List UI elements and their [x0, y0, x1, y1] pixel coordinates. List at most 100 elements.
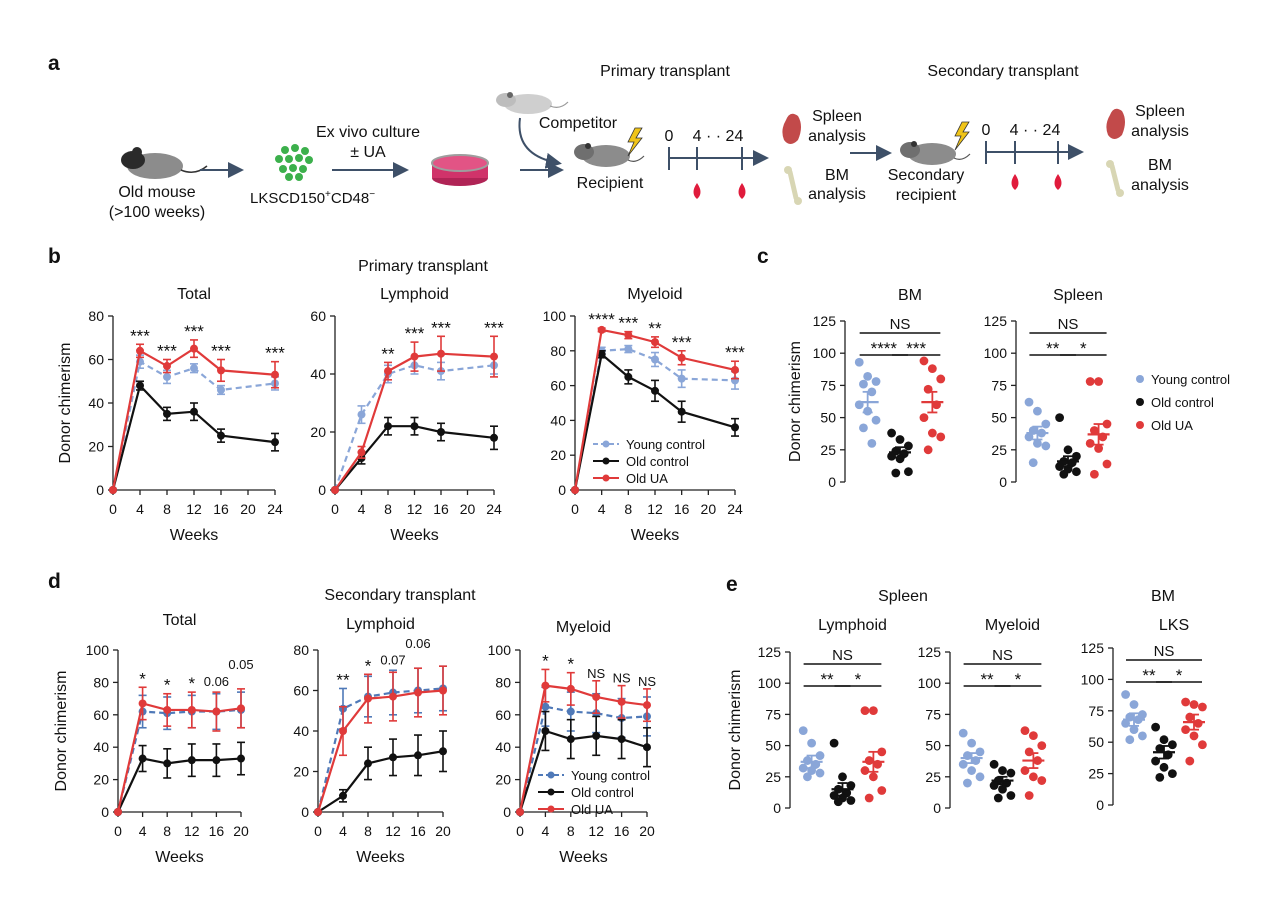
data-point-old	[993, 793, 1003, 803]
series-line-young_d	[518, 705, 648, 813]
y-tick-label: 80	[93, 674, 109, 690]
data-point-old	[887, 451, 896, 461]
data-point-young	[163, 372, 171, 381]
y-tick-label: 20	[93, 772, 109, 788]
data-point-ua	[919, 413, 929, 422]
data-point-young	[871, 415, 881, 425]
significance-label: NS	[1154, 643, 1175, 660]
y-tick-label: 125	[1081, 640, 1105, 656]
data-point-old	[1055, 462, 1064, 471]
x-tick-label: 8	[163, 501, 171, 517]
data-point-old	[829, 791, 839, 800]
secondary-recipient-label: Secondary	[888, 167, 965, 184]
series-line-old	[334, 425, 495, 491]
data-point-ua	[1102, 459, 1112, 469]
data-point-old	[592, 731, 601, 740]
y-tick-label: 50	[991, 410, 1007, 426]
chart-title: Myeloid	[985, 617, 1040, 634]
data-point-young	[624, 345, 633, 354]
data-point-old	[364, 759, 372, 768]
series-line-young	[333, 364, 495, 491]
data-point-ua	[1037, 776, 1047, 785]
y-tick-label: 100	[918, 675, 942, 691]
series-line-old	[117, 757, 242, 813]
blood-drop-icon	[693, 183, 701, 199]
spleen-header: Spleen	[878, 588, 928, 605]
secondary-transplant-title: Secondary transplant	[927, 63, 1079, 80]
data-point-ua	[1085, 438, 1095, 448]
y-tick-label: 0	[101, 804, 109, 820]
data-point-young	[854, 357, 864, 367]
significance-label: *	[188, 674, 195, 693]
data-point-ua	[314, 808, 322, 816]
y-tick-label: 0	[96, 482, 104, 498]
y-axis-label: Donor chimerism	[53, 671, 70, 792]
data-point-old	[895, 435, 905, 444]
data-point-ua	[1198, 740, 1207, 750]
significance-label: ***	[906, 339, 926, 358]
legend-label: Young control	[1151, 372, 1230, 387]
x-tick-label: 24	[727, 501, 743, 517]
y-tick-label: 60	[495, 707, 511, 723]
data-point-young	[1024, 432, 1034, 442]
x-tick-label: 8	[624, 501, 632, 517]
culture-ua-label: ± UA	[350, 144, 386, 161]
bm-header: BM	[1151, 588, 1175, 605]
data-point-ua	[1024, 791, 1034, 800]
data-point-ua	[187, 705, 196, 714]
y-tick-label: 20	[293, 764, 309, 780]
data-point-young	[958, 728, 968, 738]
data-point-ua	[163, 362, 171, 371]
data-point-young	[803, 756, 812, 765]
data-point-ua	[364, 694, 372, 703]
data-point-young	[1121, 718, 1130, 728]
data-point-old	[389, 753, 397, 762]
data-point-young	[803, 772, 812, 782]
data-point-old	[566, 735, 575, 744]
x-tick-label: 24	[267, 501, 283, 517]
series-line-ua	[111, 347, 276, 491]
data-point-ua	[389, 692, 397, 701]
legend-label: Old control	[626, 454, 689, 469]
blood-drop-icon	[1054, 174, 1062, 190]
data-point-ua	[212, 707, 221, 716]
y-axis-label: Donor chimerism	[787, 341, 804, 462]
y-tick-label: 25	[820, 442, 836, 458]
y-tick-label: 100	[543, 308, 567, 324]
data-point-ua	[1020, 766, 1030, 775]
data-point-ua	[1193, 718, 1203, 728]
series-line-ua	[334, 352, 495, 491]
x-axis-label: Weeks	[155, 849, 204, 866]
data-point-ua	[571, 486, 579, 494]
data-point-young	[967, 766, 977, 775]
data-point-young	[963, 778, 972, 788]
bone-icon	[1106, 160, 1124, 197]
data-point-ua	[516, 808, 524, 816]
chart-d-total: 0 20 40 60 80 100 Donor chimerism 0 4 8 12 16 20 Tota…	[53, 612, 254, 866]
data-point-ua	[271, 370, 279, 379]
data-point-ua	[936, 432, 946, 442]
data-point-ua	[138, 699, 147, 708]
legend-label: Young control	[571, 768, 650, 783]
x-tick-label: 12	[184, 823, 200, 839]
data-point-ua	[490, 352, 498, 361]
data-point-young	[815, 751, 825, 760]
x-tick-label: 20	[435, 823, 451, 839]
data-point-young	[1041, 441, 1051, 451]
primary-transplant-header: Primary transplant	[358, 258, 488, 275]
mouse-icon	[121, 147, 208, 179]
x-tick-label: 8	[384, 501, 392, 517]
y-tick-label: 80	[88, 308, 104, 324]
data-point-ua	[1094, 444, 1103, 453]
y-tick-label: 0	[318, 482, 326, 498]
x-tick-label: 8	[163, 823, 171, 839]
secondary-recipient-label-2: recipient	[896, 187, 957, 204]
x-tick-label: 24	[486, 501, 502, 517]
x-tick-label: 0	[114, 823, 122, 839]
data-point-ua	[566, 684, 575, 693]
y-tick-label: 125	[758, 644, 782, 660]
primary-transplant-title: Primary transplant	[600, 63, 730, 80]
data-point-ua	[1198, 702, 1207, 712]
y-tick-label: 40	[495, 739, 511, 755]
